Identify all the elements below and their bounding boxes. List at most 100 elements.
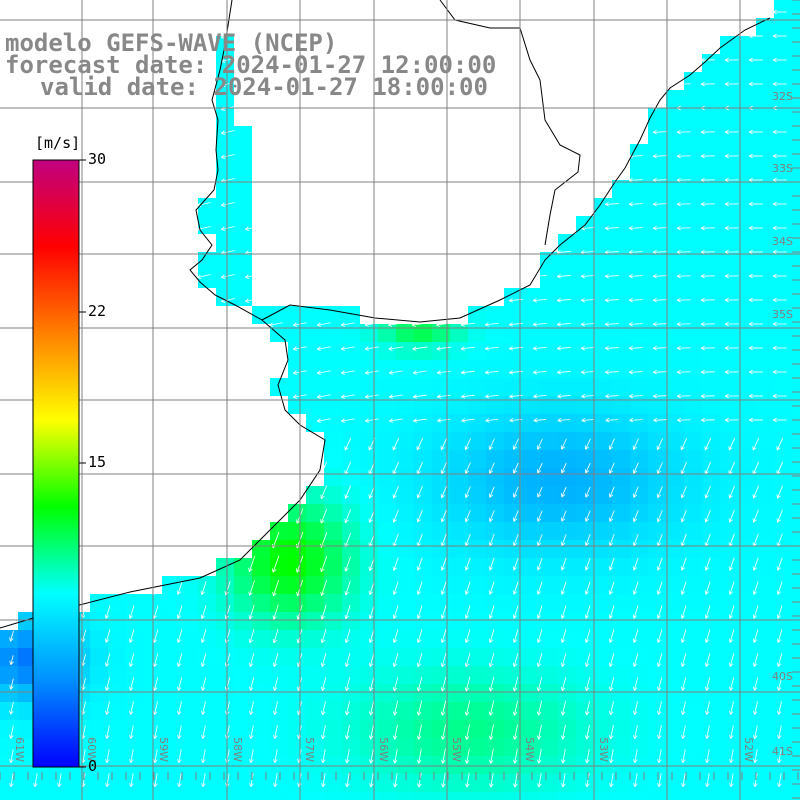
wind-vector: [488, 629, 495, 643]
wind-vector: [104, 653, 111, 667]
wind-vector: [464, 629, 471, 643]
wind-vector: [728, 485, 735, 499]
wind-vector: [416, 581, 423, 595]
wind-vector: [629, 393, 643, 399]
wind-vector: [604, 225, 619, 231]
wind-vector: [608, 629, 615, 643]
wind-vector: [681, 725, 686, 739]
wind-vector: [581, 417, 595, 423]
wind-vector: [392, 724, 398, 740]
wind-vector: [560, 534, 567, 547]
wind-vector: [581, 345, 595, 351]
wind-vector: [416, 485, 423, 499]
wind-vector: [485, 394, 499, 399]
wind-vector: [752, 437, 760, 451]
wind-vector: [772, 9, 787, 15]
wind-vector: [680, 437, 688, 451]
wind-vector: [773, 417, 787, 423]
wind-vector: [584, 653, 591, 667]
lat-label: 32S: [772, 90, 793, 103]
wind-vector: [512, 629, 519, 643]
wind-vector: [221, 202, 235, 207]
wind-vector: [560, 581, 567, 595]
wind-vector: [581, 369, 595, 375]
wind-vector: [584, 629, 591, 643]
wind-vector: [368, 629, 375, 643]
wind-vector: [9, 749, 14, 763]
wind-vector: [704, 677, 711, 691]
wind-vector: [680, 677, 687, 691]
wind-vector: [676, 225, 691, 231]
wind-vector: [584, 724, 590, 740]
wind-vector: [512, 438, 519, 450]
wind-vector: [57, 773, 62, 787]
wind-vector: [656, 653, 663, 667]
wind-vector: [129, 773, 134, 787]
wind-vector: [436, 322, 452, 327]
wind-vector: [389, 394, 403, 399]
wind-vector: [365, 370, 379, 375]
wind-vector: [248, 556, 256, 572]
wind-vector: [560, 605, 567, 619]
wind-vector: [681, 749, 686, 763]
colorbar: [32, 159, 80, 768]
wind-vector: [537, 462, 543, 474]
wind-vector: [629, 417, 643, 423]
wind-vector: [676, 321, 691, 327]
wind-vector: [556, 322, 571, 327]
wind-vector: [705, 773, 710, 787]
wind-vector: [364, 346, 379, 351]
lat-label: 35S: [772, 308, 793, 321]
wind-vector: [652, 297, 667, 303]
valid-date: valid date: 2024-01-27 18:00:00: [40, 73, 488, 101]
wind-vector: [317, 346, 331, 351]
wind-vector: [632, 462, 639, 474]
wind-vector: [629, 369, 643, 375]
wind-vector: [365, 418, 379, 423]
wind-vector: [652, 225, 667, 231]
wind-vector: [200, 629, 207, 643]
wind-vector: [176, 605, 183, 619]
wind-vector: [609, 773, 614, 788]
wind-vector: [461, 370, 475, 375]
wind-vector: [368, 677, 375, 692]
wind-vector: [488, 486, 495, 498]
wind-vector: [105, 725, 110, 739]
wind-vector: [512, 486, 519, 498]
wind-vector: [200, 677, 207, 691]
wind-vector: [561, 772, 566, 788]
wind-vector: [512, 653, 519, 668]
wind-vector: [440, 700, 447, 716]
wind-vector: [437, 394, 451, 399]
colorbar-ticks: [79, 159, 86, 768]
wind-vector: [705, 749, 710, 763]
wind-vector: [368, 605, 375, 619]
wind-vector: [512, 676, 519, 692]
wind-vector: [776, 605, 783, 619]
wind-vector: [152, 581, 159, 595]
wind-vector: [177, 725, 182, 739]
wind-vector: [772, 225, 787, 231]
wind-vector: [557, 346, 571, 351]
wind-vector: [772, 393, 787, 399]
wind-vector: [656, 462, 663, 474]
wind-vector: [221, 226, 235, 231]
wind-vector: [536, 534, 543, 547]
wind-vector: [464, 653, 471, 668]
wind-vector: [536, 438, 543, 450]
wind-vector: [657, 725, 662, 740]
wind-vector: [653, 417, 667, 423]
wind-vector: [628, 297, 643, 303]
wind-vector: [9, 678, 14, 690]
wind-vector: [700, 153, 715, 159]
wind-vector: [584, 534, 591, 547]
wind-vector: [632, 605, 639, 619]
wind-vector: [560, 653, 567, 667]
wind-vector: [513, 772, 518, 788]
wind-vector: [392, 653, 399, 668]
wind-vector: [584, 581, 591, 595]
wind-vector: [464, 724, 470, 740]
wind-vector: [509, 346, 523, 351]
lon-label: 57W: [303, 737, 316, 762]
wind-vector: [320, 508, 328, 524]
